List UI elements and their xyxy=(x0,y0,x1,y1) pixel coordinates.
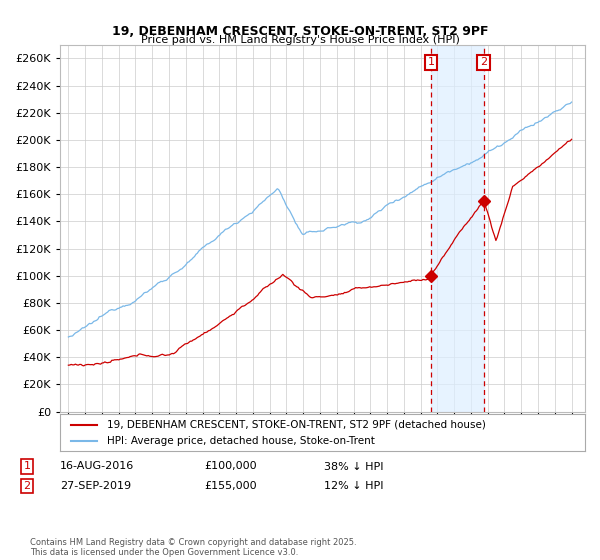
Text: 19, DEBENHAM CRESCENT, STOKE-ON-TRENT, ST2 9PF: 19, DEBENHAM CRESCENT, STOKE-ON-TRENT, S… xyxy=(112,25,488,38)
Text: 1: 1 xyxy=(23,461,31,472)
Text: 16-AUG-2016: 16-AUG-2016 xyxy=(60,461,134,472)
Text: 19, DEBENHAM CRESCENT, STOKE-ON-TRENT, ST2 9PF (detached house): 19, DEBENHAM CRESCENT, STOKE-ON-TRENT, S… xyxy=(107,419,486,430)
Text: HPI: Average price, detached house, Stoke-on-Trent: HPI: Average price, detached house, Stok… xyxy=(107,436,375,446)
Text: 2: 2 xyxy=(480,58,487,67)
Text: Price paid vs. HM Land Registry's House Price Index (HPI): Price paid vs. HM Land Registry's House … xyxy=(140,35,460,45)
Text: 2: 2 xyxy=(23,481,31,491)
Text: 1: 1 xyxy=(428,58,434,67)
Text: £100,000: £100,000 xyxy=(204,461,257,472)
Text: 27-SEP-2019: 27-SEP-2019 xyxy=(60,481,131,491)
Text: £155,000: £155,000 xyxy=(204,481,257,491)
Text: 12% ↓ HPI: 12% ↓ HPI xyxy=(324,481,383,491)
Text: 38% ↓ HPI: 38% ↓ HPI xyxy=(324,461,383,472)
Text: Contains HM Land Registry data © Crown copyright and database right 2025.
This d: Contains HM Land Registry data © Crown c… xyxy=(30,538,356,557)
Bar xyxy=(431,45,484,412)
